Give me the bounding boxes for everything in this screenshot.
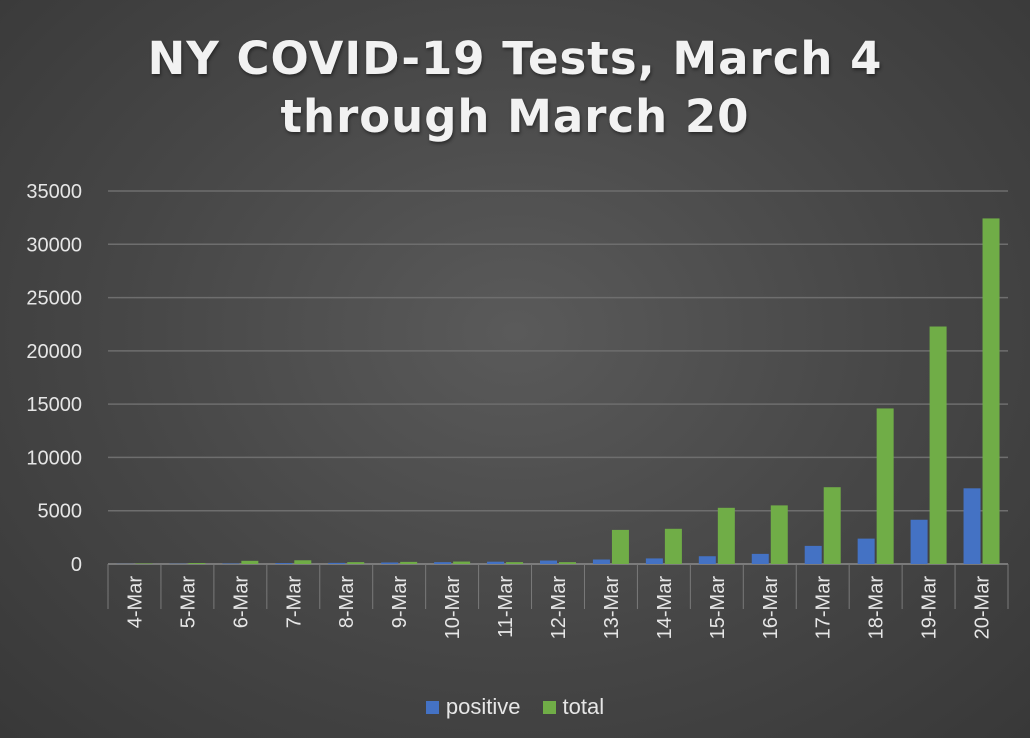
y-tick-label-6: 30000 [26, 234, 82, 256]
legend-item-total: total [542, 694, 605, 720]
bar-positive-8-Mar [328, 562, 346, 564]
bar-positive-12-Mar [540, 560, 557, 564]
bar-total-10-Mar [453, 561, 471, 564]
chart-title: NY COVID-19 Tests, March 4 through March… [0, 30, 1030, 146]
y-tick-label-1: 5000 [38, 501, 83, 523]
x-tick-label-11-Mar: 11-Mar [495, 576, 517, 638]
bar-total-4-Mar [135, 563, 153, 564]
legend-swatch-positive [425, 700, 439, 714]
bar-total-20-Mar [982, 218, 1000, 564]
y-tick-label-3: 15000 [26, 394, 82, 416]
x-tick-label-6-Mar: 6-Mar [230, 576, 252, 629]
chart-title-line-2: through March 20 [280, 90, 750, 143]
chart-legend: positive total [0, 694, 1030, 720]
bar-total-16-Mar [770, 505, 788, 564]
bar-total-7-Mar [294, 560, 312, 564]
x-tick-label-8-Mar: 8-Mar [336, 576, 358, 629]
legend-label-total: total [562, 694, 605, 719]
legend-item-positive: positive [425, 694, 521, 720]
chart-title-line-1: NY COVID-19 Tests, March 4 [147, 32, 883, 85]
x-tick-label-5-Mar: 5-Mar [177, 576, 199, 629]
bar-total-14-Mar [664, 528, 682, 564]
x-tick-label-17-Mar: 17-Mar [813, 576, 835, 640]
bar-total-11-Mar [506, 562, 524, 564]
bar-positive-16-Mar [751, 553, 769, 564]
bar-positive-11-Mar [487, 561, 505, 564]
bar-total-17-Mar [823, 487, 841, 564]
bar-total-15-Mar [717, 507, 735, 564]
bar-positive-19-Mar [910, 519, 928, 564]
bar-total-19-Mar [929, 326, 947, 564]
x-tick-label-12-Mar: 12-Mar [548, 576, 570, 640]
bar-total-5-Mar [188, 563, 206, 564]
y-tick-label-0: 0 [71, 554, 82, 576]
x-tick-label-10-Mar: 10-Mar [442, 576, 464, 640]
x-tick-label-14-Mar: 14-Mar [654, 576, 676, 640]
bar-positive-20-Mar [963, 488, 981, 564]
x-tick-label-18-Mar: 18-Mar [866, 576, 888, 640]
x-tick-label-15-Mar: 15-Mar [707, 576, 729, 640]
y-tick-label-2: 10000 [26, 447, 82, 469]
bar-total-9-Mar [400, 561, 418, 564]
y-tick-label-4: 20000 [26, 341, 82, 363]
bar-positive-18-Mar [857, 538, 875, 564]
bar-total-18-Mar [876, 408, 894, 564]
legend-label-positive: positive [445, 694, 521, 719]
y-tick-label-7: 35000 [26, 181, 82, 203]
x-tick-label-7-Mar: 7-Mar [283, 576, 305, 629]
bar-positive-17-Mar [804, 545, 822, 564]
y-tick-label-5: 25000 [26, 288, 82, 310]
bar-positive-7-Mar [275, 563, 293, 564]
x-tick-label-19-Mar: 19-Mar [919, 576, 941, 640]
bar-positive-14-Mar [645, 558, 663, 564]
bar-total-12-Mar [559, 562, 576, 564]
bar-positive-13-Mar [592, 559, 610, 564]
legend-swatch-total [542, 700, 556, 714]
bar-positive-10-Mar [434, 562, 452, 564]
bar-positive-15-Mar [698, 556, 716, 564]
bar-total-8-Mar [347, 562, 365, 564]
x-tick-label-13-Mar: 13-Mar [601, 576, 623, 640]
bar-total-6-Mar [241, 560, 259, 564]
x-tick-label-16-Mar: 16-Mar [760, 576, 782, 640]
bar-total-13-Mar [611, 529, 629, 564]
bar-positive-9-Mar [381, 562, 399, 564]
x-tick-label-4-Mar: 4-Mar [124, 576, 146, 629]
x-tick-label-9-Mar: 9-Mar [389, 576, 411, 629]
x-tick-label-20-Mar: 20-Mar [972, 576, 994, 640]
